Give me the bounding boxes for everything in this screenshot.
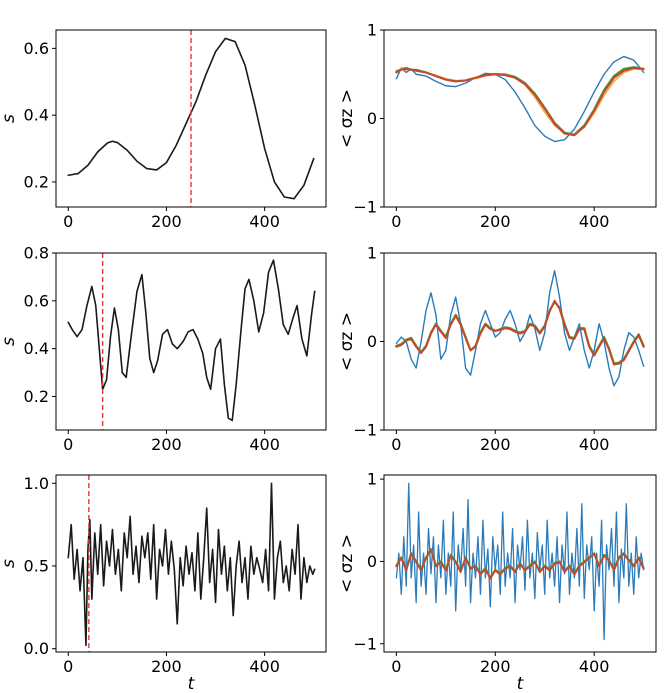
panel-1-0: 0 200 400 0.2 0.4 0.6 0.8 s: [0, 244, 327, 454]
panel-2-0-plot-area: [67, 482, 316, 647]
panel-1-1: 0 200 400 −1 0 1 < σz >: [337, 244, 657, 454]
panel-2-0-ylabel: s: [0, 559, 19, 568]
panel-0-1-xtick-label: 200: [480, 212, 511, 231]
panel-2-1-ytick-label: −1: [353, 634, 377, 653]
panel-1-1-ytick-label: −1: [353, 421, 377, 440]
panel-2-0-ytick-label: 0.0: [24, 639, 49, 658]
panel-2-1-xtick-label: 200: [480, 657, 511, 676]
panel-0-0-ylabel: s: [0, 114, 19, 123]
panel-2-1-ytick-label: 1: [367, 470, 377, 489]
panel-2-1: 0 200 400 −1 0 1 < σz > t: [337, 470, 657, 693]
panel-1-0-ytick-label: 0.8: [24, 244, 49, 263]
panel-0-0-series-s-t-: [67, 37, 315, 200]
panel-1-0-frame: [55, 252, 327, 431]
panel-1-1-series-blue: [395, 270, 645, 387]
panel-0-0-plot-area: [67, 37, 315, 200]
panel-2-0-xtick-label: 200: [151, 657, 182, 676]
panel-0-1: 0 200 400 −1 0 1 < σz >: [337, 21, 657, 231]
panel-0-1-xtick-label: 400: [579, 212, 610, 231]
panel-0-0-frame: [55, 29, 327, 208]
panel-0-0-xtick-label: 400: [249, 212, 280, 231]
panel-2-0-ytick-label: 0.5: [24, 556, 49, 575]
panel-1-1-ytick-label: 1: [367, 244, 377, 263]
panel-0-0: 0 200 400 0.2 0.4 0.6 s: [0, 29, 327, 231]
panel-1-1-xtick-label: 200: [480, 435, 511, 454]
panel-1-1-series-red: [395, 299, 645, 366]
panel-1-0-plot-area: [67, 259, 316, 422]
panel-0-1-ytick-label: 0: [367, 109, 377, 128]
panel-2-1-ylabel: < σz >: [337, 534, 357, 593]
panel-2-0-xlabel: t: [188, 674, 196, 693]
panel-1-1-plot-area: [395, 270, 645, 387]
panel-2-1-frame: [383, 474, 657, 653]
panel-1-0-xtick-label: 400: [249, 435, 280, 454]
panel-0-1-ylabel: < σz >: [337, 89, 357, 148]
panel-0-0-ytick-label: 0.2: [24, 172, 49, 191]
panel-0-0-ytick-label: 0.4: [24, 106, 49, 125]
panel-0-0-ytick-label: 0.6: [24, 39, 49, 58]
panel-0-0-xtick-label: 200: [151, 212, 182, 231]
panel-2-1-plot-area: [395, 482, 645, 641]
panel-0-1-plot-area: [395, 55, 645, 143]
panel-1-1-xtick-label: 400: [579, 435, 610, 454]
panel-0-1-series-blue: [395, 55, 645, 143]
panel-1-0-xtick-label: 200: [151, 435, 182, 454]
panel-1-0-series-s-t-: [67, 259, 316, 422]
panel-1-0-ytick-label: 0.6: [24, 291, 49, 310]
panel-1-0-ylabel: s: [0, 337, 19, 346]
panel-1-1-ytick-label: 0: [367, 332, 377, 351]
panel-1-0-xtick-label: 0: [63, 435, 73, 454]
panel-0-0-xtick-label: 0: [63, 212, 73, 231]
panel-2-0-series-s-t-: [67, 482, 316, 647]
panel-0-1-ytick-label: −1: [353, 198, 377, 217]
panel-2-0-frame: [55, 474, 327, 653]
panel-1-1-ylabel: < σz >: [337, 312, 357, 371]
panel-2-0-ytick-label: 1.0: [24, 474, 49, 493]
panel-2-0: 0 200 400 0.0 0.5 1.0 s t: [0, 474, 327, 693]
panel-2-1-ytick-label: 0: [367, 552, 377, 571]
panel-2-0-xtick-label: 0: [63, 657, 73, 676]
panel-1-0-ytick-label: 0.4: [24, 339, 49, 358]
panel-1-0-ytick-label: 0.2: [24, 387, 49, 406]
panel-0-1-xtick-label: 0: [391, 212, 401, 231]
panel-2-0-xtick-label: 400: [249, 657, 280, 676]
panel-0-1-series-red: [395, 67, 645, 137]
panel-2-1-xtick-label: 0: [391, 657, 401, 676]
panel-2-1-series-red: [395, 549, 645, 580]
panel-2-1-xlabel: t: [517, 674, 525, 693]
panel-1-1-xtick-label: 0: [391, 435, 401, 454]
panel-2-1-xtick-label: 400: [579, 657, 610, 676]
panel-0-1-ytick-label: 1: [367, 21, 377, 40]
